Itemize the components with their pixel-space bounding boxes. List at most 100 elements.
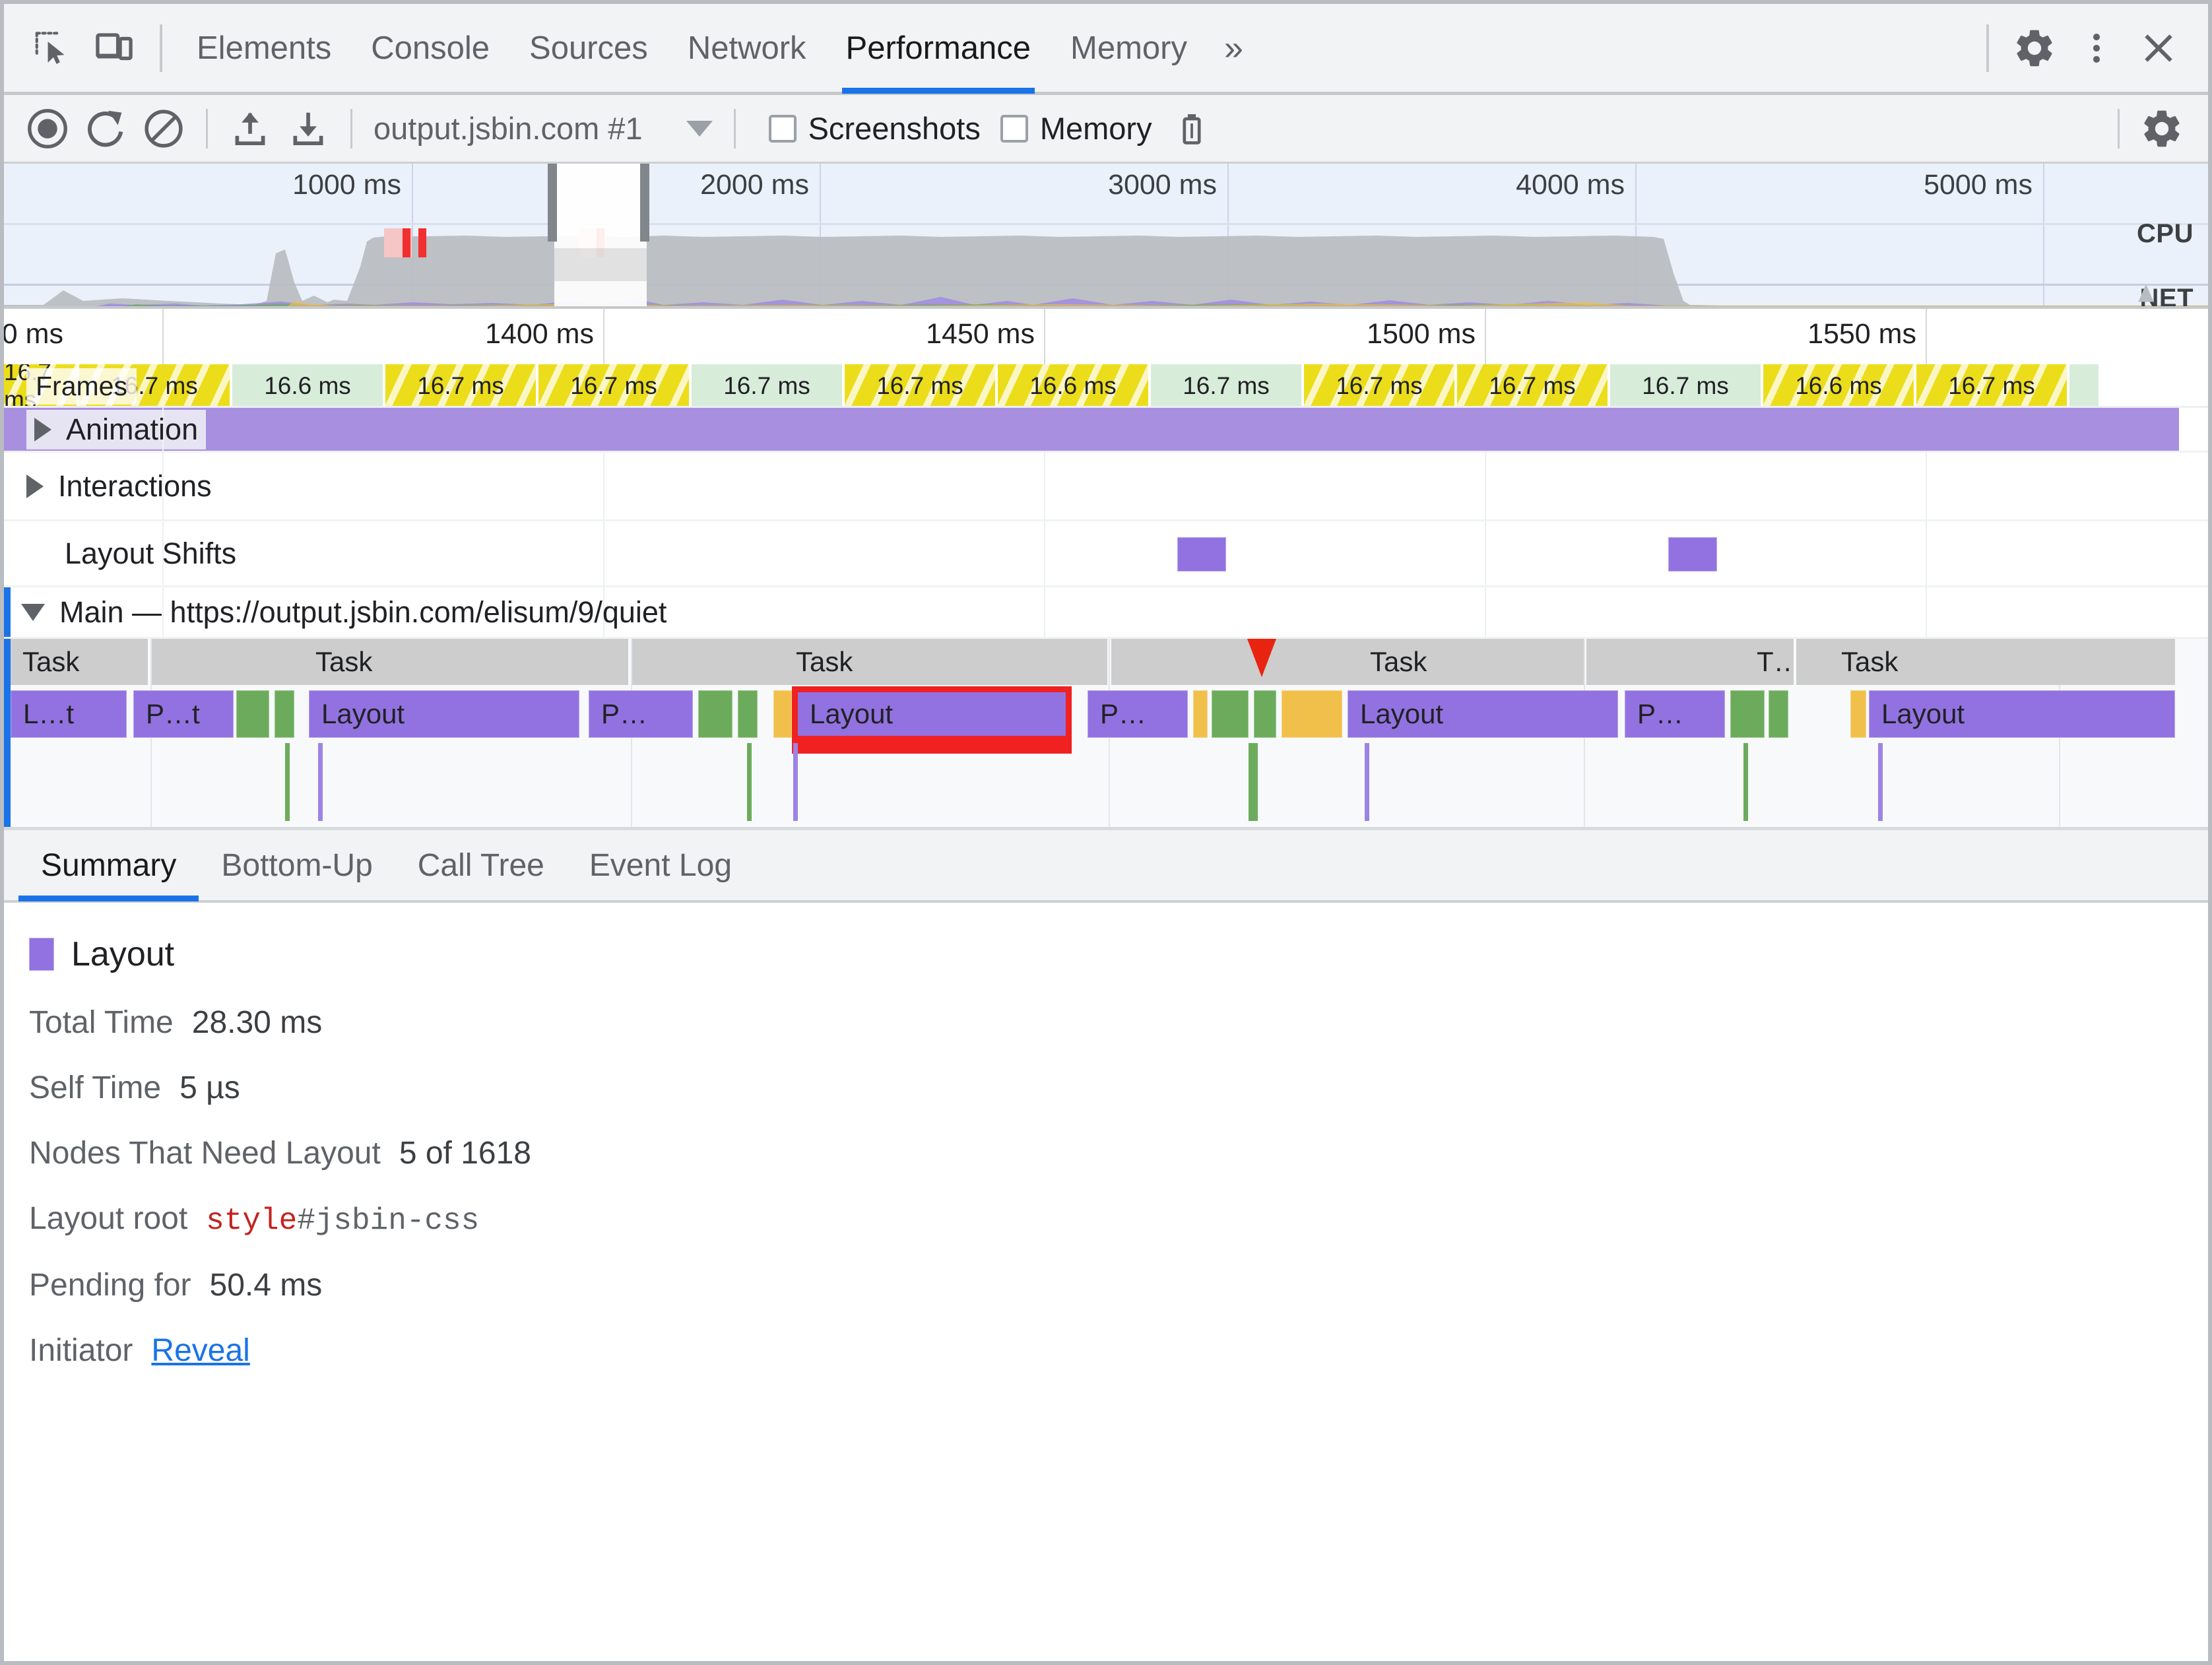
memory-checkbox[interactable]: Memory <box>1000 110 1152 147</box>
inspect-element-icon[interactable] <box>21 17 83 79</box>
timeline-overview[interactable]: 1000 ms 2000 ms 3000 ms 4000 ms 5000 ms … <box>4 164 2208 309</box>
main-track-header[interactable]: Main — https://output.jsbin.com/elisum/9… <box>4 587 667 637</box>
frame-item[interactable]: 16.7 ms <box>692 364 842 406</box>
frame-item[interactable]: 16.6 ms <box>232 364 383 406</box>
interactions-track-header[interactable]: Interactions <box>4 453 212 519</box>
frame-item[interactable]: 16.7 ms <box>1916 364 2067 406</box>
memory-checkbox-box[interactable] <box>1000 114 1028 143</box>
screenshots-checkbox[interactable]: Screenshots <box>768 110 981 147</box>
expand-arrow-icon[interactable] <box>26 474 44 498</box>
flame-task-bar[interactable]: Task <box>1111 639 1584 685</box>
reveal-initiator-link[interactable]: Reveal <box>151 1333 250 1368</box>
flame-event-bar[interactable] <box>236 690 269 738</box>
flame-event-bar[interactable]: Layout <box>797 690 1066 738</box>
load-profile-icon[interactable] <box>221 100 279 158</box>
delete-icon[interactable] <box>1163 100 1221 158</box>
flame-event-bar[interactable] <box>698 690 732 738</box>
frame-item[interactable]: 16.6 ms <box>1763 364 1914 406</box>
frame-item[interactable]: 16.7 ms <box>538 364 689 406</box>
tab-summary[interactable]: Summary <box>18 829 199 901</box>
expand-arrow-icon[interactable] <box>34 417 51 441</box>
flame-event-bar[interactable] <box>1193 690 1208 738</box>
flame-child-bar[interactable] <box>1743 743 1748 821</box>
tab-elements[interactable]: Elements <box>197 30 332 66</box>
main-flame-chart[interactable]: Task Task Task Task T… Task L…t P…t Layo… <box>4 639 2208 830</box>
layout-shift-marker[interactable] <box>1668 537 1717 571</box>
tab-console[interactable]: Console <box>371 30 490 66</box>
flame-child-bar[interactable] <box>793 743 798 821</box>
flame-event-bar[interactable]: Layout <box>309 690 579 738</box>
animation-track-header[interactable]: Animation <box>4 408 207 451</box>
animation-track[interactable]: Animation <box>4 408 2208 453</box>
flame-event-bar[interactable] <box>773 690 792 738</box>
summary-value-node[interactable]: style#jsbin-css <box>206 1204 479 1238</box>
flame-event-bar[interactable]: P… <box>589 690 693 738</box>
tab-call-tree[interactable]: Call Tree <box>417 847 544 883</box>
flame-task-bar[interactable]: T… <box>1586 639 1794 685</box>
collapse-arrow-icon[interactable] <box>21 603 45 621</box>
tab-event-log[interactable]: Event Log <box>589 847 732 883</box>
flame-event-bar[interactable] <box>1282 690 1342 738</box>
save-profile-icon[interactable] <box>279 100 337 158</box>
flame-event-bar[interactable] <box>1254 690 1276 738</box>
record-icon[interactable] <box>18 100 77 158</box>
overview-selection-window[interactable] <box>554 164 647 306</box>
flame-child-bar[interactable] <box>318 743 323 821</box>
frame-item[interactable]: 16.6 ms <box>998 364 1148 406</box>
flame-event-bar[interactable]: P… <box>1625 690 1725 738</box>
layout-shifts-track[interactable]: Layout Shifts <box>4 521 2208 587</box>
tab-bottom-up[interactable]: Bottom-Up <box>221 847 373 883</box>
frame-item[interactable]: 16.7 ms <box>845 364 995 406</box>
overview-selection-handle-left[interactable] <box>548 164 557 242</box>
flame-event-bar[interactable] <box>738 690 758 738</box>
flame-event-bar[interactable] <box>1769 690 1788 738</box>
screenshots-checkbox-box[interactable] <box>768 114 797 143</box>
flame-event-bar[interactable]: P…t <box>133 690 234 738</box>
tab-network[interactable]: Network <box>687 30 806 66</box>
flame-child-bar[interactable] <box>1878 743 1883 821</box>
flame-task-bar[interactable]: Task <box>632 639 1107 685</box>
chevron-down-icon[interactable] <box>686 120 713 137</box>
flame-event-bar[interactable] <box>1730 690 1765 738</box>
more-options-icon[interactable] <box>2066 17 2128 79</box>
layout-shift-marker[interactable] <box>1177 537 1226 571</box>
flame-task-bar[interactable]: Task <box>11 639 148 685</box>
frame-item[interactable] <box>2069 364 2098 406</box>
flame-event-bar[interactable]: P… <box>1088 690 1188 738</box>
flame-task-bar[interactable]: Task <box>1796 639 2175 685</box>
flame-event-bar[interactable]: Layout <box>1869 690 2175 738</box>
clear-icon[interactable] <box>135 100 193 158</box>
flame-task-bar[interactable]: Task <box>152 639 628 685</box>
layout-shifts-track-header[interactable]: Layout Shifts <box>4 521 236 585</box>
flame-child-bar[interactable] <box>1249 743 1258 821</box>
capture-settings-gear-icon[interactable] <box>2133 100 2191 158</box>
flame-event-bar[interactable]: L…t <box>11 690 127 738</box>
frame-item[interactable]: 16.7 ms <box>1610 364 1761 406</box>
frames-track[interactable]: 16.7 ms 16.7 ms 16.6 ms 16.7 ms 16.7 ms … <box>4 364 2208 408</box>
animation-band[interactable] <box>4 408 2179 451</box>
flame-event-bar[interactable] <box>1212 690 1249 738</box>
overview-selection-handle-right[interactable] <box>640 164 649 242</box>
flame-event-bar[interactable] <box>1850 690 1866 738</box>
settings-gear-icon[interactable] <box>2003 17 2066 79</box>
more-tabs-icon[interactable]: » <box>1224 28 1243 67</box>
flame-bar-label: P… <box>1637 698 1684 729</box>
close-devtools-icon[interactable] <box>2128 17 2190 79</box>
flame-child-bar[interactable] <box>285 743 290 821</box>
tab-performance[interactable]: Performance <box>826 4 1051 94</box>
tab-sources[interactable]: Sources <box>529 30 648 66</box>
reload-and-record-icon[interactable] <box>77 100 135 158</box>
frame-item[interactable]: 16.7 ms <box>1304 364 1454 406</box>
frame-item[interactable]: 16.7 ms <box>385 364 536 406</box>
frame-item[interactable]: 16.7 ms <box>1151 364 1301 406</box>
main-track-header-row[interactable]: Main — https://output.jsbin.com/elisum/9… <box>4 587 2208 639</box>
device-toolbar-icon[interactable] <box>83 17 145 79</box>
flame-child-bar[interactable] <box>1365 743 1369 821</box>
frame-item[interactable]: 16.7 ms <box>1457 364 1608 406</box>
tab-memory[interactable]: Memory <box>1070 30 1188 66</box>
flame-event-bar[interactable] <box>275 690 294 738</box>
interactions-track[interactable]: Interactions <box>4 453 2208 521</box>
flame-child-bar[interactable] <box>747 743 752 821</box>
flame-event-bar[interactable]: Layout <box>1348 690 1618 738</box>
profile-selector[interactable]: output.jsbin.com #1 <box>366 110 713 147</box>
